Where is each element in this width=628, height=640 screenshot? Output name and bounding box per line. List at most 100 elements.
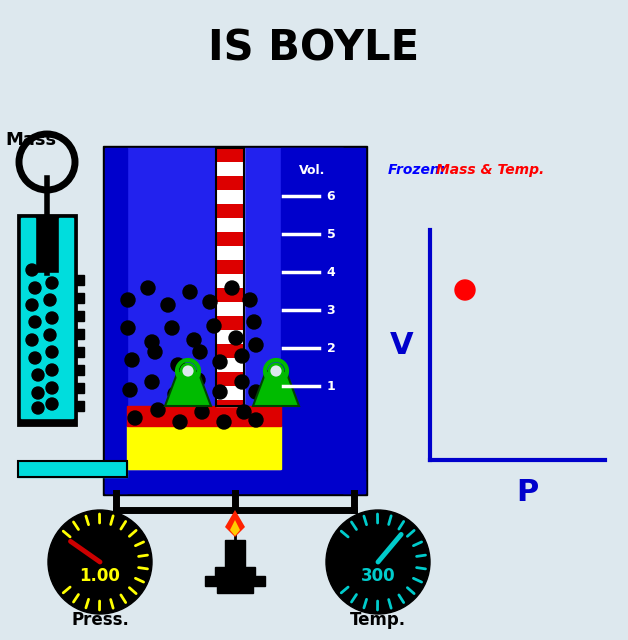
Bar bbox=[59, 218, 73, 273]
Circle shape bbox=[187, 333, 201, 347]
Bar bbox=[127, 406, 281, 426]
Bar bbox=[105, 148, 127, 493]
Bar bbox=[76, 365, 84, 375]
Circle shape bbox=[183, 285, 197, 299]
Bar bbox=[127, 426, 281, 469]
Circle shape bbox=[247, 315, 261, 329]
Circle shape bbox=[32, 369, 44, 381]
Bar bbox=[216, 148, 244, 406]
Bar bbox=[216, 316, 244, 330]
Circle shape bbox=[249, 338, 263, 352]
Bar bbox=[216, 372, 244, 386]
Bar bbox=[18, 461, 127, 477]
Polygon shape bbox=[165, 371, 211, 406]
Circle shape bbox=[123, 383, 137, 397]
Text: 3: 3 bbox=[327, 303, 335, 317]
Circle shape bbox=[193, 345, 207, 359]
Bar bbox=[216, 260, 244, 274]
Text: V: V bbox=[390, 330, 414, 360]
Circle shape bbox=[151, 403, 165, 417]
Circle shape bbox=[121, 321, 135, 335]
Circle shape bbox=[213, 355, 227, 369]
Circle shape bbox=[44, 329, 56, 341]
Circle shape bbox=[26, 299, 38, 311]
Bar bbox=[127, 148, 343, 471]
Circle shape bbox=[46, 398, 58, 410]
Polygon shape bbox=[225, 510, 245, 537]
Circle shape bbox=[44, 259, 56, 271]
Circle shape bbox=[173, 415, 187, 429]
Text: 4: 4 bbox=[327, 266, 335, 278]
Bar bbox=[216, 148, 244, 162]
Bar bbox=[76, 347, 84, 357]
Bar bbox=[216, 204, 244, 218]
Circle shape bbox=[128, 411, 142, 425]
Circle shape bbox=[168, 387, 182, 401]
Text: Mass: Mass bbox=[5, 131, 56, 149]
Circle shape bbox=[26, 264, 38, 276]
Circle shape bbox=[46, 382, 58, 394]
Text: Frozen:: Frozen: bbox=[388, 163, 450, 177]
Bar bbox=[205, 576, 265, 586]
Circle shape bbox=[181, 364, 195, 378]
Text: P: P bbox=[516, 477, 538, 506]
Circle shape bbox=[213, 385, 227, 399]
Bar bbox=[343, 148, 365, 493]
Bar bbox=[281, 148, 343, 471]
Circle shape bbox=[125, 353, 139, 367]
Circle shape bbox=[225, 281, 239, 295]
Text: 1.00: 1.00 bbox=[80, 567, 121, 585]
Circle shape bbox=[46, 312, 58, 324]
Circle shape bbox=[203, 295, 217, 309]
Circle shape bbox=[29, 282, 41, 294]
Circle shape bbox=[249, 413, 263, 427]
Bar bbox=[76, 293, 84, 303]
Circle shape bbox=[145, 335, 159, 349]
Bar bbox=[216, 288, 244, 302]
Circle shape bbox=[46, 277, 58, 289]
Circle shape bbox=[46, 346, 58, 358]
Circle shape bbox=[32, 387, 44, 399]
Text: Press.: Press. bbox=[71, 611, 129, 629]
Circle shape bbox=[44, 294, 56, 306]
Circle shape bbox=[48, 510, 152, 614]
Text: 300: 300 bbox=[360, 567, 395, 585]
Bar bbox=[217, 585, 253, 593]
Bar bbox=[216, 232, 244, 246]
Circle shape bbox=[148, 345, 162, 359]
Circle shape bbox=[32, 402, 44, 414]
Text: 1: 1 bbox=[327, 380, 335, 392]
Circle shape bbox=[269, 364, 283, 378]
Text: 2: 2 bbox=[327, 342, 335, 355]
Circle shape bbox=[145, 375, 159, 389]
Bar bbox=[21, 273, 73, 418]
Circle shape bbox=[29, 316, 41, 328]
Bar bbox=[76, 383, 84, 393]
Circle shape bbox=[249, 385, 263, 399]
Circle shape bbox=[26, 334, 38, 346]
Bar bbox=[225, 540, 245, 568]
Bar bbox=[216, 400, 244, 406]
Circle shape bbox=[141, 281, 155, 295]
Bar bbox=[76, 401, 84, 411]
Circle shape bbox=[326, 510, 430, 614]
Circle shape bbox=[46, 364, 58, 376]
Bar bbox=[76, 329, 84, 339]
Circle shape bbox=[29, 352, 41, 364]
Bar bbox=[105, 471, 365, 493]
Circle shape bbox=[217, 415, 231, 429]
Bar bbox=[216, 176, 244, 190]
Circle shape bbox=[171, 358, 185, 372]
Circle shape bbox=[161, 298, 175, 312]
Bar bbox=[103, 146, 367, 495]
Circle shape bbox=[195, 405, 209, 419]
Text: IS BOYLE: IS BOYLE bbox=[208, 27, 420, 69]
Bar bbox=[216, 148, 244, 406]
Bar bbox=[215, 567, 255, 577]
Text: Temp.: Temp. bbox=[350, 611, 406, 629]
Bar bbox=[21, 218, 35, 273]
Circle shape bbox=[191, 373, 205, 387]
Circle shape bbox=[235, 375, 249, 389]
Circle shape bbox=[243, 293, 257, 307]
Circle shape bbox=[229, 331, 243, 345]
